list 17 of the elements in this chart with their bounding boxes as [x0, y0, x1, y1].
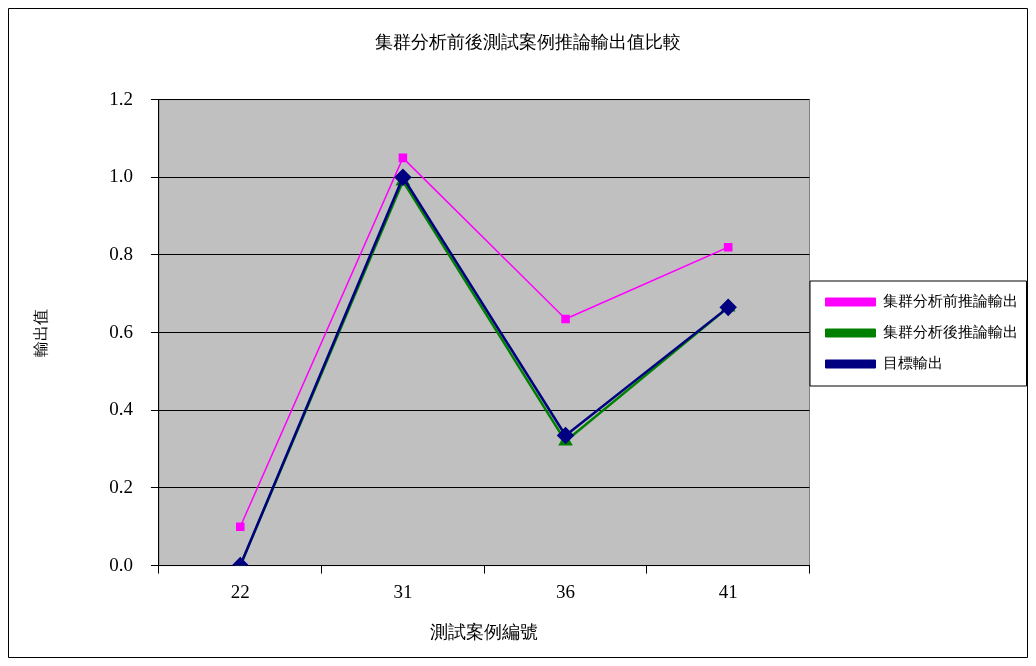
legend-label: 集群分析前推論輸出 [883, 291, 1018, 310]
y-tick-label: 1.0 [109, 165, 133, 187]
x-axis-title: 測試案例編號 [430, 620, 539, 642]
y-tick-label: 0.4 [109, 398, 134, 420]
chart-title: 集群分析前後測試案例推論輸出值比較 [375, 31, 681, 53]
y-tick-label: 1.2 [109, 87, 133, 109]
x-tick-label: 31 [393, 580, 413, 602]
x-tick-label: 22 [230, 580, 250, 602]
y-tick-label: 0.6 [109, 320, 133, 342]
x-tick-label: 36 [556, 580, 576, 602]
legend-label: 目標輸出 [883, 353, 943, 372]
legend-label: 集群分析後推論輸出 [883, 322, 1018, 341]
y-tick-label: 0.8 [109, 242, 133, 264]
x-tick-label: 41 [718, 580, 738, 602]
y-tick-label: 0.2 [109, 475, 133, 497]
y-tick-label: 0.0 [109, 553, 133, 575]
y-axis-title: 輸出值 [30, 308, 50, 357]
